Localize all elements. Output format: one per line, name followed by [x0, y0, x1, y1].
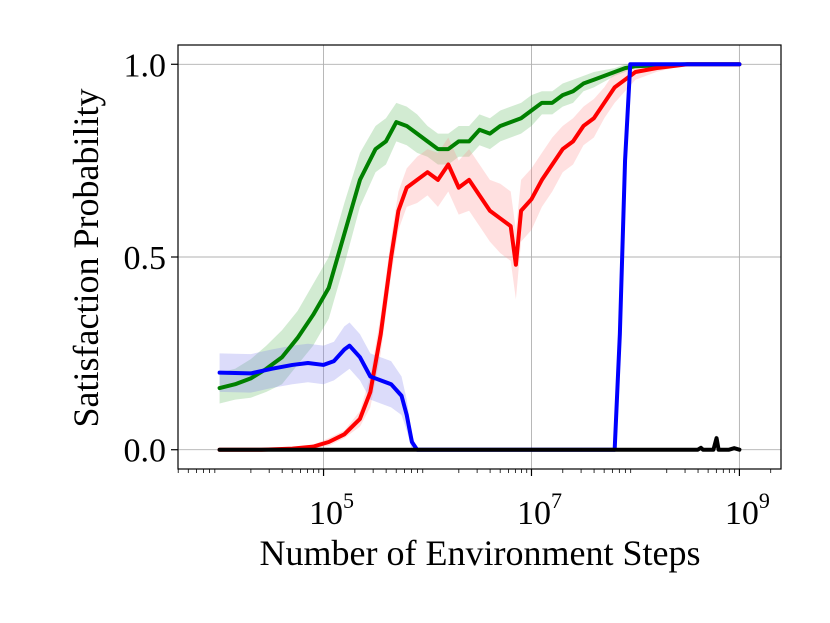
x-tick-label: 107 [517, 488, 562, 532]
y-axis-label: Satisfaction Probability [66, 89, 106, 428]
x-tick-label: 105 [309, 488, 354, 532]
line-green [217, 62, 742, 391]
x-axis-label: Number of Environment Steps [260, 533, 701, 573]
ticks [171, 63, 772, 476]
band-blue [219, 64, 740, 450]
line-red [217, 62, 742, 452]
x-tick-labels: 105 107 109 [309, 488, 770, 532]
y-tick-labels: 0.0 0.5 1.0 [124, 47, 167, 469]
y-tick-label: 0.0 [124, 433, 167, 470]
line-blue [217, 62, 742, 452]
x-tick-exp: 5 [343, 488, 354, 513]
y-tick-label: 1.0 [124, 47, 167, 84]
x-tick-base: 10 [309, 495, 343, 532]
x-tick-exp: 9 [759, 488, 770, 513]
line-black [217, 436, 742, 452]
y-tick-label: 0.5 [124, 240, 167, 277]
x-tick-base: 10 [517, 495, 551, 532]
x-tick-label: 109 [725, 488, 770, 532]
x-tick-exp: 7 [551, 488, 562, 513]
series-lines [217, 62, 742, 452]
x-tick-base: 10 [725, 495, 759, 532]
